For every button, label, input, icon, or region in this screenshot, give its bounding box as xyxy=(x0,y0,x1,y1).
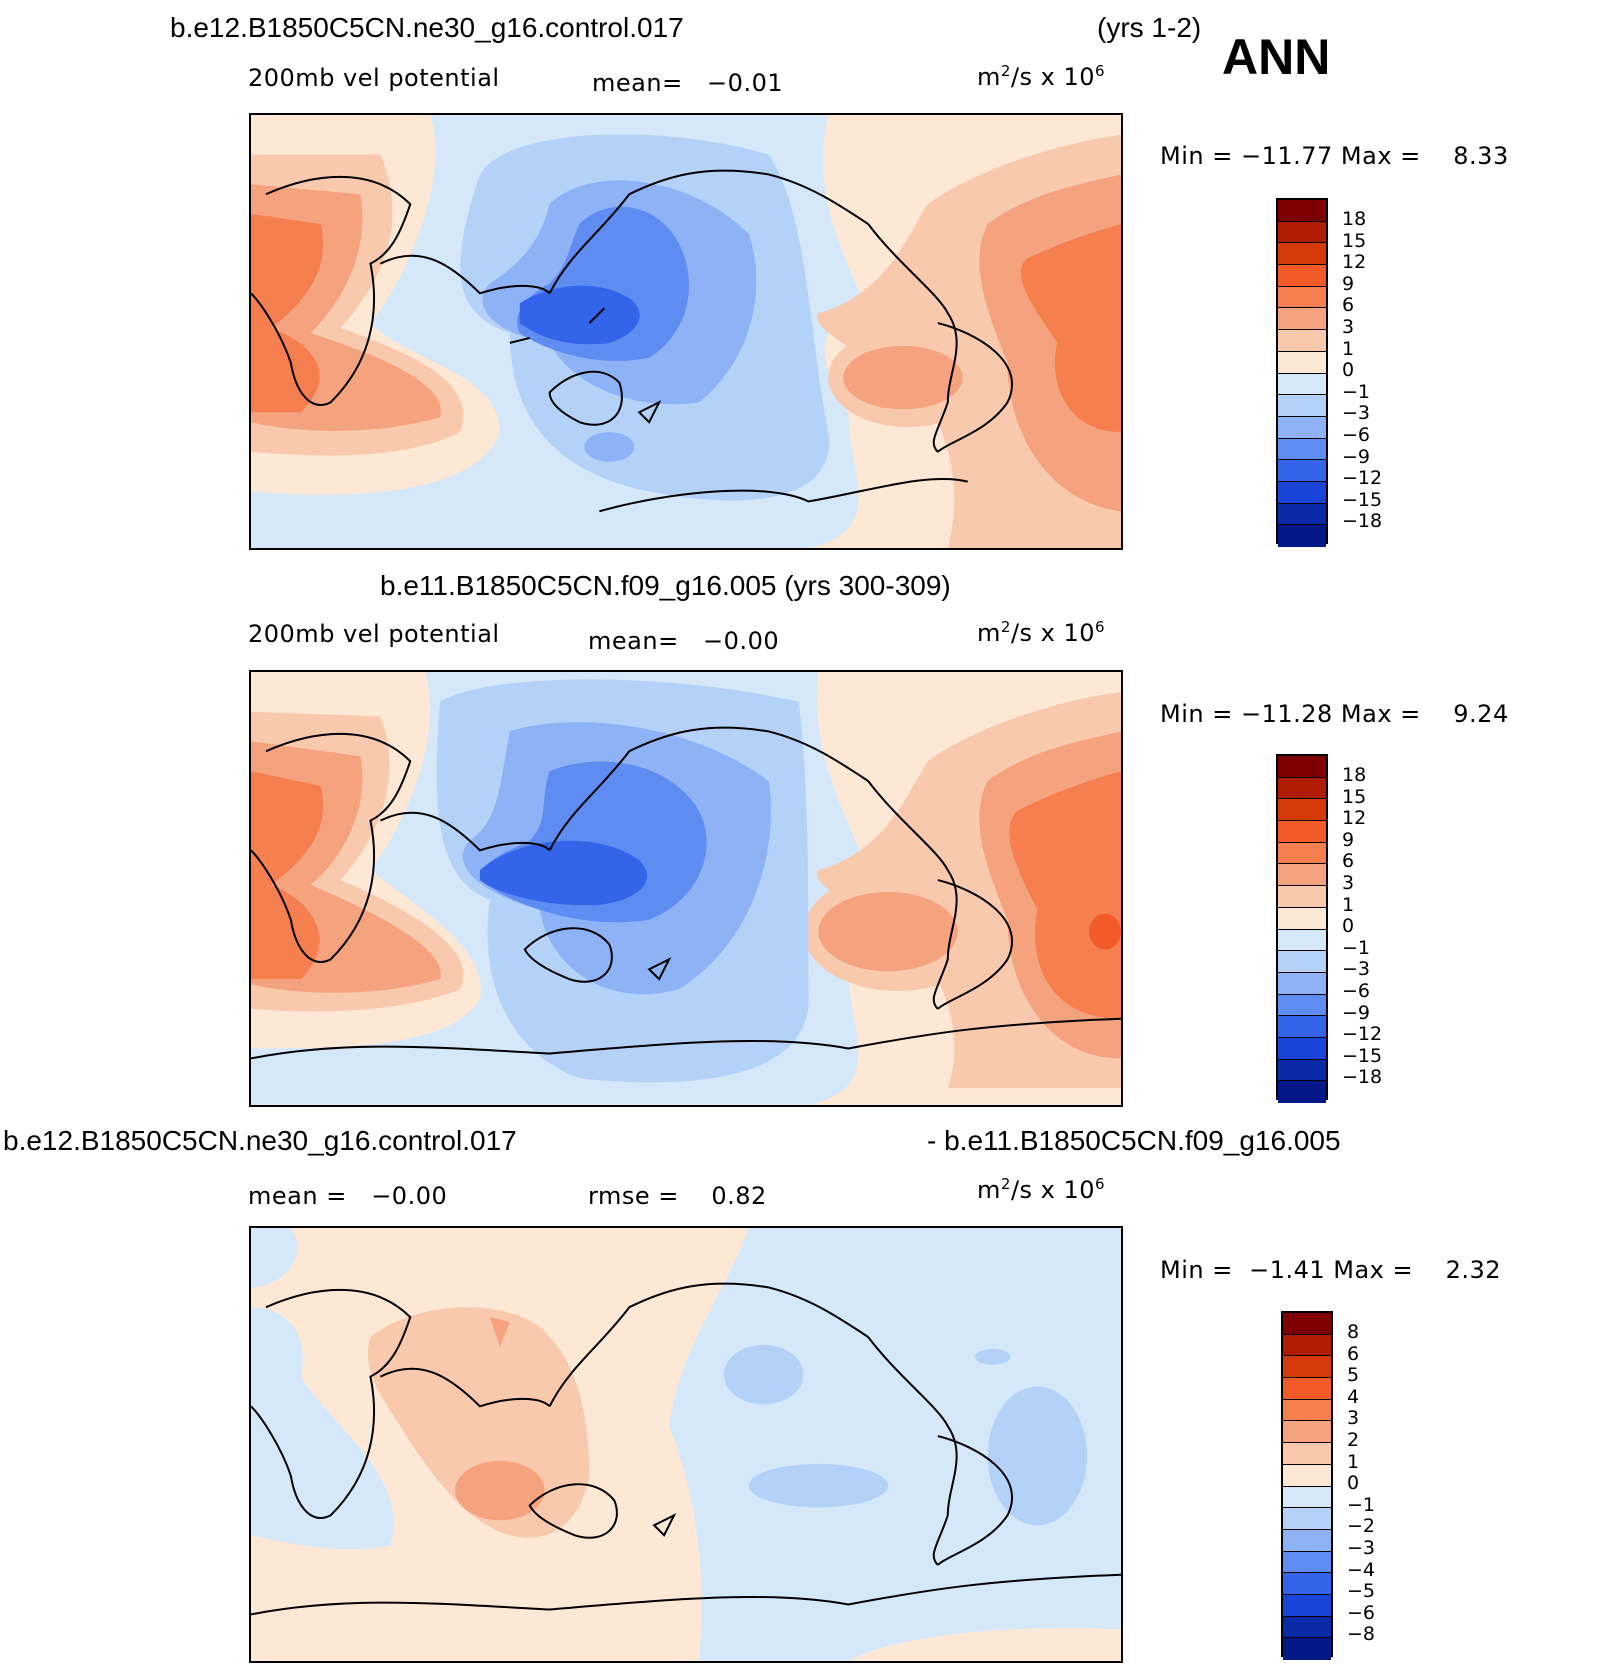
panel2-case-title: b.e11.B1850C5CN.f09_g16.005 (yrs 300-309… xyxy=(380,570,951,601)
panel1-contour-field xyxy=(251,115,1121,548)
panel2-minmax: Min = −11.28 Max = 9.24 xyxy=(1160,700,1509,728)
panel3-minmax: Min = −1.41 Max = 2.32 xyxy=(1160,1256,1502,1284)
panel1-minmax: Min = −11.77 Max = 8.33 xyxy=(1160,142,1509,170)
panel3-case-right: - b.e11.B1850C5CN.f09_g16.005 xyxy=(927,1125,1341,1156)
season-label: ANN xyxy=(1222,29,1331,85)
panel2-mean: mean= −0.00 xyxy=(588,627,780,655)
panel1-years: (yrs 1-2) xyxy=(1097,12,1202,43)
panel2-units: m2/s x 106 xyxy=(977,618,1106,647)
panel3-mean: mean = −0.00 xyxy=(248,1182,448,1210)
panel1-units: m2/s x 106 xyxy=(977,62,1106,91)
panel3-map xyxy=(249,1226,1123,1663)
panel3-colorbar xyxy=(1281,1311,1333,1660)
panel1-variable: 200mb vel potential xyxy=(248,64,500,92)
panel2-map xyxy=(249,670,1123,1107)
panel3-contour-field xyxy=(251,1228,1121,1661)
panel3-units: m2/s x 106 xyxy=(977,1175,1106,1204)
panel1-map xyxy=(249,113,1123,550)
panel3-rmse: rmse = 0.82 xyxy=(588,1182,767,1210)
panel1-colorbar xyxy=(1276,198,1328,547)
panel3-case-left: b.e12.B1850C5CN.ne30_g16.control.017 xyxy=(3,1125,517,1156)
panel2-colorbar xyxy=(1276,754,1328,1103)
panel2-contour-field xyxy=(251,672,1121,1105)
panel1-case-title: b.e12.B1850C5CN.ne30_g16.control.017 xyxy=(170,12,684,43)
panel1-mean: mean= −0.01 xyxy=(592,69,784,97)
panel2-variable: 200mb vel potential xyxy=(248,620,500,648)
